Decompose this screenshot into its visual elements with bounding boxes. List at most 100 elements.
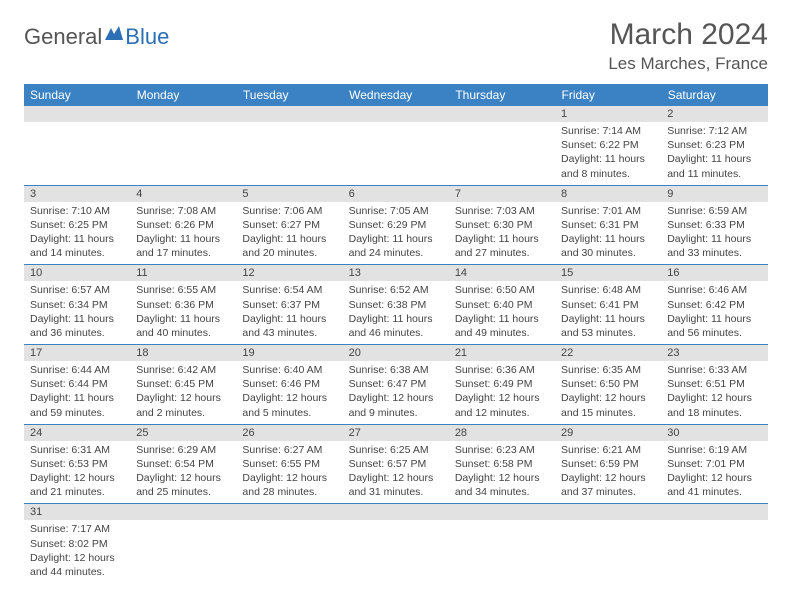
sunrise-text: Sunrise: 7:03 AM	[455, 204, 549, 218]
daylight-text: Daylight: 11 hours and 27 minutes.	[455, 232, 549, 260]
sunset-text: Sunset: 6:49 PM	[455, 377, 549, 391]
daylight-text: Daylight: 11 hours and 33 minutes.	[667, 232, 761, 260]
day-number: 18	[130, 345, 236, 361]
calendar-day-cell	[130, 106, 236, 185]
daylight-text: Daylight: 12 hours and 34 minutes.	[455, 471, 549, 499]
daylight-text: Daylight: 11 hours and 46 minutes.	[349, 312, 443, 340]
sunrise-text: Sunrise: 6:35 AM	[561, 363, 655, 377]
day-details: Sunrise: 6:48 AMSunset: 6:41 PMDaylight:…	[555, 281, 661, 344]
daylight-text: Daylight: 12 hours and 2 minutes.	[136, 391, 230, 419]
daylight-text: Daylight: 11 hours and 14 minutes.	[30, 232, 124, 260]
calendar-day-cell: 9Sunrise: 6:59 AMSunset: 6:33 PMDaylight…	[661, 185, 767, 265]
sunrise-text: Sunrise: 6:25 AM	[349, 443, 443, 457]
day-details: Sunrise: 7:14 AMSunset: 6:22 PMDaylight:…	[555, 122, 661, 185]
sunset-text: Sunset: 6:53 PM	[30, 457, 124, 471]
calendar-day-cell: 17Sunrise: 6:44 AMSunset: 6:44 PMDayligh…	[24, 345, 130, 425]
day-details: Sunrise: 7:08 AMSunset: 6:26 PMDaylight:…	[130, 202, 236, 265]
sunrise-text: Sunrise: 6:55 AM	[136, 283, 230, 297]
calendar-day-cell: 13Sunrise: 6:52 AMSunset: 6:38 PMDayligh…	[343, 265, 449, 345]
day-number: 8	[555, 186, 661, 202]
weekday-header: Monday	[130, 84, 236, 106]
sunrise-text: Sunrise: 6:23 AM	[455, 443, 549, 457]
daylight-text: Daylight: 11 hours and 56 minutes.	[667, 312, 761, 340]
weekday-header-row: Sunday Monday Tuesday Wednesday Thursday…	[24, 84, 768, 106]
calendar-day-cell: 28Sunrise: 6:23 AMSunset: 6:58 PMDayligh…	[449, 424, 555, 504]
day-details: Sunrise: 6:25 AMSunset: 6:57 PMDaylight:…	[343, 441, 449, 504]
sunset-text: Sunset: 6:25 PM	[30, 218, 124, 232]
sunset-text: Sunset: 6:22 PM	[561, 138, 655, 152]
logo: General Blue	[24, 24, 169, 50]
sunrise-text: Sunrise: 6:38 AM	[349, 363, 443, 377]
day-details: Sunrise: 7:06 AMSunset: 6:27 PMDaylight:…	[236, 202, 342, 265]
daylight-text: Daylight: 11 hours and 43 minutes.	[242, 312, 336, 340]
daylight-text: Daylight: 12 hours and 28 minutes.	[242, 471, 336, 499]
weekday-header: Saturday	[661, 84, 767, 106]
daylight-text: Daylight: 12 hours and 44 minutes.	[30, 551, 124, 579]
sunset-text: Sunset: 6:55 PM	[242, 457, 336, 471]
day-details: Sunrise: 6:29 AMSunset: 6:54 PMDaylight:…	[130, 441, 236, 504]
calendar-day-cell: 2Sunrise: 7:12 AMSunset: 6:23 PMDaylight…	[661, 106, 767, 185]
daylight-text: Daylight: 12 hours and 21 minutes.	[30, 471, 124, 499]
sunset-text: Sunset: 6:46 PM	[242, 377, 336, 391]
sunrise-text: Sunrise: 7:14 AM	[561, 124, 655, 138]
day-number: 13	[343, 265, 449, 281]
daylight-text: Daylight: 12 hours and 18 minutes.	[667, 391, 761, 419]
day-number	[130, 106, 236, 122]
day-number: 9	[661, 186, 767, 202]
calendar-day-cell: 3 Sunrise: 7:10 AMSunset: 6:25 PMDaylight…	[24, 185, 130, 265]
day-number	[555, 504, 661, 520]
day-number: 1	[555, 106, 661, 122]
calendar-day-cell: 1Sunrise: 7:14 AMSunset: 6:22 PMDaylight…	[555, 106, 661, 185]
daylight-text: Daylight: 12 hours and 31 minutes.	[349, 471, 443, 499]
day-number: 2	[661, 106, 767, 122]
day-number: 24	[24, 425, 130, 441]
daylight-text: Daylight: 11 hours and 8 minutes.	[561, 152, 655, 180]
sunset-text: Sunset: 6:44 PM	[30, 377, 124, 391]
sunset-text: Sunset: 6:54 PM	[136, 457, 230, 471]
sunrise-text: Sunrise: 7:10 AM	[30, 204, 124, 218]
day-number	[343, 504, 449, 520]
day-number: 25	[130, 425, 236, 441]
day-number: 3	[24, 186, 130, 202]
calendar-day-cell: 10Sunrise: 6:57 AMSunset: 6:34 PMDayligh…	[24, 265, 130, 345]
daylight-text: Daylight: 11 hours and 24 minutes.	[349, 232, 443, 260]
daylight-text: Daylight: 11 hours and 40 minutes.	[136, 312, 230, 340]
daylight-text: Daylight: 12 hours and 9 minutes.	[349, 391, 443, 419]
calendar-day-cell	[130, 504, 236, 583]
day-number: 7	[449, 186, 555, 202]
sunset-text: Sunset: 6:51 PM	[667, 377, 761, 391]
calendar-day-cell: 4Sunrise: 7:08 AMSunset: 6:26 PMDaylight…	[130, 185, 236, 265]
sunrise-text: Sunrise: 6:54 AM	[242, 283, 336, 297]
day-number: 20	[343, 345, 449, 361]
sunrise-text: Sunrise: 6:29 AM	[136, 443, 230, 457]
day-details: Sunrise: 7:03 AMSunset: 6:30 PMDaylight:…	[449, 202, 555, 265]
day-number	[449, 504, 555, 520]
sunset-text: Sunset: 6:58 PM	[455, 457, 549, 471]
calendar-day-cell: 14Sunrise: 6:50 AMSunset: 6:40 PMDayligh…	[449, 265, 555, 345]
calendar-day-cell: 12Sunrise: 6:54 AMSunset: 6:37 PMDayligh…	[236, 265, 342, 345]
sunset-text: Sunset: 6:40 PM	[455, 298, 549, 312]
daylight-text: Daylight: 12 hours and 41 minutes.	[667, 471, 761, 499]
calendar-day-cell: 21Sunrise: 6:36 AMSunset: 6:49 PMDayligh…	[449, 345, 555, 425]
daylight-text: Daylight: 11 hours and 59 minutes.	[30, 391, 124, 419]
day-number: 19	[236, 345, 342, 361]
calendar-week-row: 1Sunrise: 7:14 AMSunset: 6:22 PMDaylight…	[24, 106, 768, 185]
day-number: 31	[24, 504, 130, 520]
calendar-day-cell	[661, 504, 767, 583]
day-details: Sunrise: 7:05 AMSunset: 6:29 PMDaylight:…	[343, 202, 449, 265]
flag-icon	[105, 26, 123, 40]
calendar-day-cell: 7Sunrise: 7:03 AMSunset: 6:30 PMDaylight…	[449, 185, 555, 265]
day-number: 15	[555, 265, 661, 281]
sunrise-text: Sunrise: 7:12 AM	[667, 124, 761, 138]
day-details: Sunrise: 6:19 AMSunset: 7:01 PMDaylight:…	[661, 441, 767, 504]
day-details: Sunrise: 7:01 AMSunset: 6:31 PMDaylight:…	[555, 202, 661, 265]
day-details: Sunrise: 6:54 AMSunset: 6:37 PMDaylight:…	[236, 281, 342, 344]
daylight-text: Daylight: 12 hours and 5 minutes.	[242, 391, 336, 419]
weekday-header: Sunday	[24, 84, 130, 106]
day-details: Sunrise: 7:12 AMSunset: 6:23 PMDaylight:…	[661, 122, 767, 185]
sunrise-text: Sunrise: 6:31 AM	[30, 443, 124, 457]
calendar-day-cell: 22Sunrise: 6:35 AMSunset: 6:50 PMDayligh…	[555, 345, 661, 425]
daylight-text: Daylight: 12 hours and 37 minutes.	[561, 471, 655, 499]
logo-text-2: Blue	[125, 24, 169, 50]
weekday-header: Tuesday	[236, 84, 342, 106]
